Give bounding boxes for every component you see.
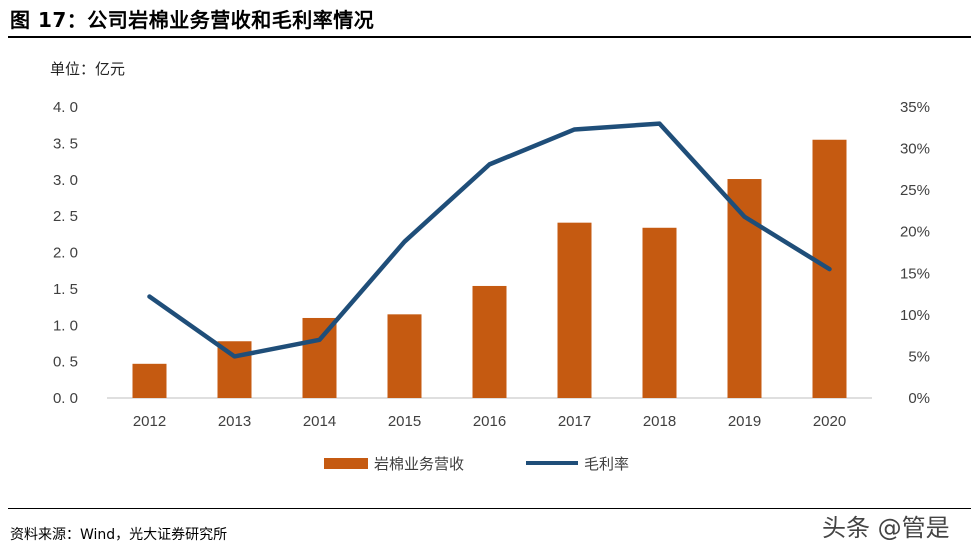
legend-label-revenue: 岩棉业务营收 [374, 455, 464, 473]
y-tick-label: 1. 5 [53, 281, 78, 298]
y-tick-label: 1. 0 [53, 317, 78, 334]
y-tick-label: 2. 5 [53, 208, 78, 225]
x-tick-label: 2016 [473, 413, 506, 430]
x-tick-label: 2014 [303, 413, 336, 430]
y2-tick-label: 20% [900, 224, 930, 241]
source-note: 资料来源：Wind，光大证券研究所 [10, 527, 228, 543]
y-tick-label: 2. 0 [53, 245, 78, 262]
bar-revenue-2014 [302, 317, 337, 398]
y-tick-label: 3. 5 [53, 135, 78, 152]
bar-revenue-2019 [727, 179, 762, 398]
y2-tick-label: 10% [900, 307, 930, 324]
x-tick-label: 2013 [218, 413, 251, 430]
y2-tick-label: 0% [908, 390, 930, 407]
y-tick-label: 0. 5 [53, 354, 78, 371]
y2-tick-label: 35% [900, 99, 930, 116]
bar-revenue-2016 [472, 285, 507, 398]
x-tick-label: 2018 [643, 413, 676, 430]
y2-tick-label: 25% [900, 182, 930, 199]
watermark-text: 头条 @管是 [822, 514, 950, 542]
y-tick-label: 4. 0 [53, 99, 78, 116]
footer-divider [8, 508, 971, 509]
bar-revenue-2015 [387, 314, 422, 398]
x-tick-label: 2017 [558, 413, 591, 430]
legend-label-margin: 毛利率 [584, 455, 629, 473]
x-tick-label: 2012 [133, 413, 166, 430]
bar-revenue-2018 [642, 227, 677, 398]
title-divider [8, 36, 971, 38]
y2-tick-label: 15% [900, 265, 930, 282]
x-tick-label: 2019 [728, 413, 761, 430]
y-tick-label: 3. 0 [53, 172, 78, 189]
x-tick-label: 2015 [388, 413, 421, 430]
chart-canvas: 单位：亿元 0. 0 0. 5 1. 0 1. 5 2. 0 2. 5 3. 0 3. 5 4.… [50, 60, 930, 473]
bar-revenue-2012 [132, 363, 167, 398]
legend-swatch-revenue [324, 458, 368, 469]
y-tick-label: 0. 0 [53, 390, 78, 407]
unit-label: 单位：亿元 [50, 60, 125, 78]
figure-title: 图 17：公司岩棉业务营收和毛利率情况 [10, 8, 375, 32]
x-tick-label: 2020 [813, 413, 846, 430]
bar-revenue-2017 [557, 222, 592, 398]
y2-tick-label: 5% [908, 348, 930, 365]
y2-tick-label: 30% [900, 141, 930, 158]
